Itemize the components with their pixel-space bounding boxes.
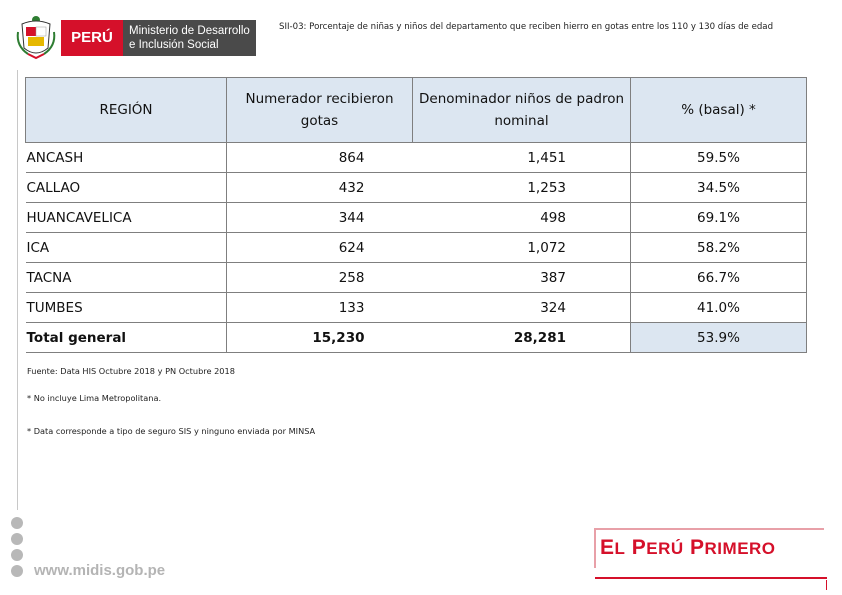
cell-pct: 66.7% [630, 262, 807, 293]
twitter-icon[interactable] [11, 533, 23, 545]
cell-denominador: 498 [412, 202, 631, 233]
footnote-lima: * No incluye Lima Metropolitana. [27, 393, 162, 403]
el-peru-primero-logo: EL PERÚ PRIMERO [594, 528, 826, 570]
cell-region: CALLAO [25, 172, 227, 203]
col-header-region: REGIÓN [25, 77, 227, 143]
brand-text: EL PERÚ PRIMERO [600, 536, 776, 560]
cell-denominador: 387 [412, 262, 631, 293]
cell-total-denominador: 28,281 [412, 322, 631, 353]
logo-country: PERÚ [61, 20, 123, 56]
cell-numerador: 344 [226, 202, 413, 233]
cell-denominador: 1,072 [412, 232, 631, 263]
left-divider [17, 70, 18, 510]
col-header-denominador: Denominador niños de padron nominal [412, 77, 631, 143]
cell-numerador: 432 [226, 172, 413, 203]
cell-numerador: 258 [226, 262, 413, 293]
brand-w2-initial: P [631, 536, 647, 559]
cell-pct: 69.1% [630, 202, 807, 233]
brand-corner-rule [826, 580, 827, 590]
cell-pct: 34.5% [630, 172, 807, 203]
instagram-icon[interactable] [11, 549, 23, 561]
cell-numerador: 864 [226, 142, 413, 173]
table-row: CALLAO 432 1,253 34.5% [25, 172, 807, 203]
table-row: TUMBES 133 324 41.0% [25, 292, 807, 323]
cell-denominador: 1,253 [412, 172, 631, 203]
peru-coat-of-arms-icon [16, 16, 56, 60]
source-note: Fuente: Data HIS Octubre 2018 y PN Octub… [27, 366, 235, 376]
cell-region: ANCASH [25, 142, 227, 173]
youtube-icon[interactable] [11, 565, 23, 577]
cell-pct: 58.2% [630, 232, 807, 263]
cell-region: HUANCAVELICA [25, 202, 227, 233]
cell-total-numerador: 15,230 [226, 322, 413, 353]
cell-denominador: 324 [412, 292, 631, 323]
table-total-row: Total general 15,230 28,281 53.9% [25, 322, 807, 353]
brand-frame [594, 528, 824, 568]
cell-numerador: 624 [226, 232, 413, 263]
cell-pct: 59.5% [630, 142, 807, 173]
brand-w3-rest: RIMERO [704, 539, 776, 558]
logo-ministry-line2: e Inclusión Social [129, 39, 219, 51]
cell-region: ICA [25, 232, 227, 263]
page-title: SII-03: Porcentaje de niñas y niños del … [279, 22, 774, 32]
brand-underline [595, 577, 827, 579]
col-header-pct: % (basal) * [630, 77, 807, 143]
data-table: REGIÓN Numerador recibieron gotas Denomi… [25, 77, 807, 353]
col-header-numerador: Numerador recibieron gotas [226, 77, 413, 143]
cell-denominador: 1,451 [412, 142, 631, 173]
midis-logo: PERÚ Ministerio de Desarrollo e Inclusió… [14, 14, 256, 60]
cell-total-pct: 53.9% [630, 322, 807, 353]
cell-pct: 41.0% [630, 292, 807, 323]
cell-numerador: 133 [226, 292, 413, 323]
brand-w1-rest: L [614, 539, 626, 558]
cell-total-label: Total general [25, 322, 227, 353]
brand-w3-initial: P [690, 536, 705, 559]
brand-w1-initial: E [600, 536, 615, 559]
logo-ministry: Ministerio de Desarrollo e Inclusión Soc… [123, 20, 256, 56]
table-row: HUANCAVELICA 344 498 69.1% [25, 202, 807, 233]
website-link[interactable]: www.midis.gob.pe [34, 562, 166, 579]
footnote-sis: * Data corresponde a tipo de seguro SIS … [27, 426, 316, 436]
cell-region: TUMBES [25, 292, 227, 323]
table-row: ICA 624 1,072 58.2% [25, 232, 807, 263]
facebook-icon[interactable] [11, 517, 23, 529]
cell-region: TACNA [25, 262, 227, 293]
table-row: ANCASH 864 1,451 59.5% [25, 142, 807, 173]
logo-ministry-line1: Ministerio de Desarrollo [129, 25, 250, 37]
table-row: TACNA 258 387 66.7% [25, 262, 807, 293]
brand-w2-rest: ERÚ [646, 539, 684, 558]
table-header-row: REGIÓN Numerador recibieron gotas Denomi… [25, 77, 807, 143]
